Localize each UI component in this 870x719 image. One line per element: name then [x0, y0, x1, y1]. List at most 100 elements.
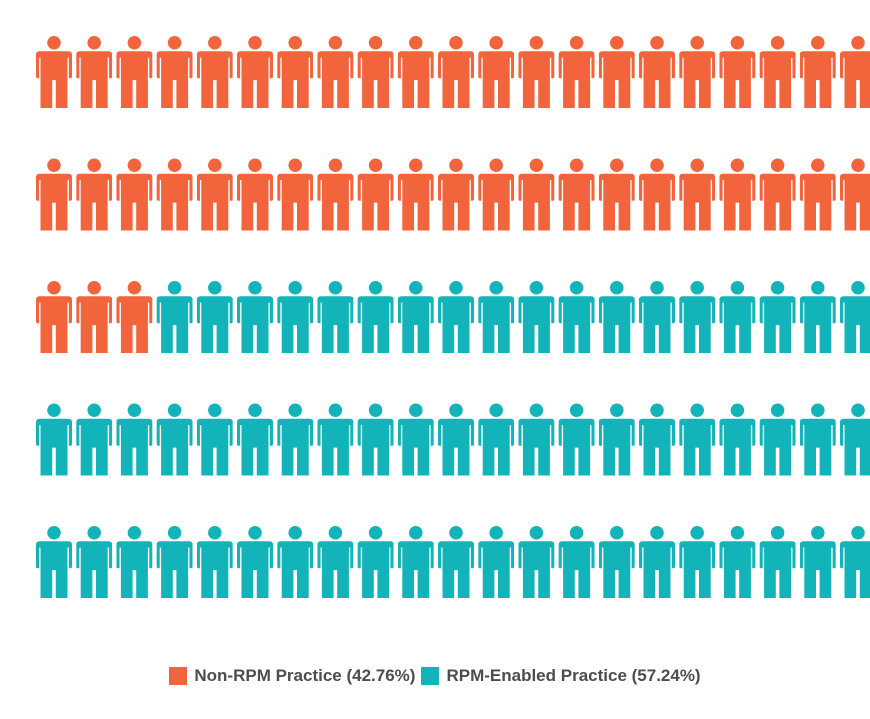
person-icon	[719, 281, 756, 353]
person-icon	[438, 403, 474, 476]
person-icon	[759, 158, 796, 231]
person-icon	[116, 526, 153, 598]
person-icon	[156, 158, 193, 231]
person-icon	[277, 36, 314, 108]
person-icon	[518, 158, 555, 231]
person-icon	[518, 281, 555, 353]
person-icon	[357, 526, 394, 598]
person-icon	[679, 526, 716, 598]
person-icon	[679, 281, 716, 353]
person-icon	[478, 158, 515, 231]
person-icon	[76, 36, 113, 108]
person-icon	[76, 281, 113, 353]
person-icon	[598, 281, 635, 353]
person-icon	[679, 158, 716, 231]
person-icon	[840, 158, 870, 231]
person-icon	[478, 36, 515, 108]
person-icon	[639, 36, 675, 108]
person-icon	[116, 281, 153, 353]
person-icon	[156, 526, 193, 598]
person-icon	[237, 281, 273, 353]
person-icon	[639, 403, 675, 476]
legend-swatch-non-rpm	[169, 667, 188, 685]
person-icon	[116, 158, 153, 231]
person-icon	[317, 403, 354, 476]
person-icon	[76, 526, 113, 598]
person-icons-grid	[36, 36, 870, 598]
person-icon	[438, 158, 474, 231]
person-icon	[116, 403, 153, 476]
person-icon	[799, 281, 836, 353]
person-icon	[478, 526, 515, 598]
person-icon	[759, 36, 796, 108]
legend-label-rpm-enabled: RPM-Enabled Practice (57.24%)	[446, 666, 701, 685]
person-icon	[156, 403, 193, 476]
person-icon	[598, 526, 635, 598]
person-icon	[36, 36, 72, 108]
person-icon	[719, 158, 756, 231]
person-icon	[397, 526, 434, 598]
person-icon	[759, 281, 796, 353]
person-icon	[237, 36, 273, 108]
person-icon	[237, 158, 273, 231]
person-icon	[196, 526, 233, 598]
person-icon	[840, 526, 870, 598]
person-icon	[397, 36, 434, 108]
person-icon	[558, 158, 595, 231]
person-icon	[357, 36, 394, 108]
person-icon	[237, 403, 273, 476]
person-icon	[277, 281, 314, 353]
person-icon	[639, 281, 675, 353]
person-icon	[397, 158, 434, 231]
person-icon	[759, 526, 796, 598]
person-icon	[237, 526, 273, 598]
person-icon	[438, 526, 474, 598]
person-icon	[558, 281, 595, 353]
person-icon	[196, 403, 233, 476]
person-icon	[558, 36, 595, 108]
legend: Non-RPM Practice (42.76%) RPM-Enabled Pr…	[0, 661, 870, 691]
legend-item-rpm-enabled: RPM-Enabled Practice (57.24%)	[421, 666, 701, 686]
person-icon	[639, 526, 675, 598]
person-icon	[317, 281, 354, 353]
person-icon	[799, 526, 836, 598]
person-icon	[156, 36, 193, 108]
person-icon	[357, 403, 394, 476]
person-icon	[840, 36, 870, 108]
person-icon	[357, 281, 394, 353]
person-icon	[116, 36, 153, 108]
person-icon	[518, 526, 555, 598]
person-icon	[679, 403, 716, 476]
person-icon	[36, 526, 72, 598]
person-icon	[719, 403, 756, 476]
person-icon	[196, 281, 233, 353]
person-icon	[719, 526, 756, 598]
person-icon	[598, 403, 635, 476]
legend-item-non-rpm: Non-RPM Practice (42.76%)	[169, 666, 415, 686]
person-icon	[277, 158, 314, 231]
person-icon	[558, 403, 595, 476]
person-icon	[799, 403, 836, 476]
person-icon	[317, 526, 354, 598]
person-icon	[317, 36, 354, 108]
person-icon	[759, 403, 796, 476]
person-icon	[719, 36, 756, 108]
person-icon	[840, 403, 870, 476]
person-icon	[518, 36, 555, 108]
person-icon	[438, 36, 474, 108]
person-icon	[196, 158, 233, 231]
person-icon	[558, 526, 595, 598]
person-icon	[799, 158, 836, 231]
person-icon	[196, 36, 233, 108]
person-icon	[478, 281, 515, 353]
person-icon	[317, 158, 354, 231]
person-icon	[639, 158, 675, 231]
person-icon	[397, 403, 434, 476]
person-icon	[518, 403, 555, 476]
person-icon	[438, 281, 474, 353]
person-icon	[397, 281, 434, 353]
person-icon	[76, 403, 113, 476]
person-icon	[277, 526, 314, 598]
person-icon	[156, 281, 193, 353]
person-icon	[679, 36, 716, 108]
